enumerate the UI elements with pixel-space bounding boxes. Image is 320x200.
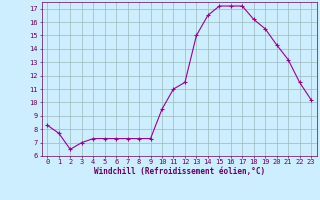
X-axis label: Windchill (Refroidissement éolien,°C): Windchill (Refroidissement éolien,°C) <box>94 167 265 176</box>
